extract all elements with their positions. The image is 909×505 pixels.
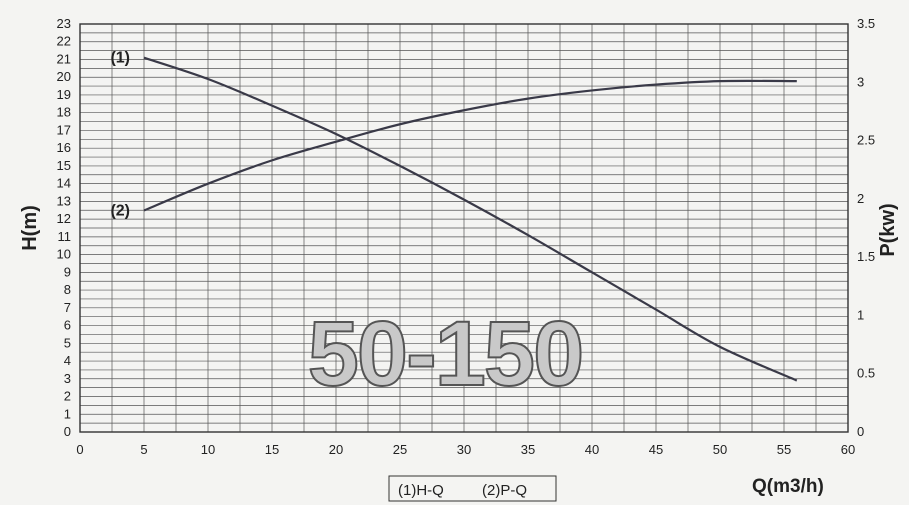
y2-tick-label: 3.5 bbox=[857, 16, 875, 31]
x-tick-label: 20 bbox=[329, 442, 343, 457]
y-tick-label: 1 bbox=[64, 406, 71, 421]
y2-tick-label: 2.5 bbox=[857, 133, 875, 148]
series-group: (1) (2) bbox=[110, 50, 798, 382]
y-tick-label: 18 bbox=[57, 105, 71, 120]
plot-frame bbox=[79, 23, 849, 433]
y-tick-label: 19 bbox=[57, 87, 71, 102]
y-tick-label: 22 bbox=[57, 34, 71, 49]
y2-axis-title: P(kw) bbox=[877, 203, 899, 256]
y-tick-label: 3 bbox=[64, 371, 71, 386]
y-tick-label: 2 bbox=[64, 389, 71, 404]
series-line-hq bbox=[143, 56, 798, 382]
legend: (1)H-Q (2)P-Q bbox=[388, 475, 557, 502]
y2-tick-label: 1.5 bbox=[857, 249, 875, 264]
x-tick-labels: 0 5 10 15 20 25 30 35 40 45 50 55 60 bbox=[76, 442, 855, 457]
x-tick-label: 55 bbox=[777, 442, 791, 457]
y-tick-label: 7 bbox=[64, 300, 71, 315]
y-tick-label: 14 bbox=[57, 176, 71, 191]
y-axis-title: H(m) bbox=[19, 205, 41, 251]
y-tick-label: 13 bbox=[57, 193, 71, 208]
x-tick-label: 30 bbox=[457, 442, 471, 457]
x-tick-label: 5 bbox=[140, 442, 147, 457]
model-watermark: 50-150 bbox=[308, 303, 582, 405]
y2-tick-label: 2 bbox=[857, 191, 864, 206]
y-tick-label: 15 bbox=[57, 158, 71, 173]
x-tick-label: 60 bbox=[841, 442, 855, 457]
y-tick-label: 21 bbox=[57, 51, 71, 66]
y-tick-label: 20 bbox=[57, 69, 71, 84]
x-tick-label: 15 bbox=[265, 442, 279, 457]
y2-tick-label: 0 bbox=[857, 424, 864, 439]
y2-tick-label: 0.5 bbox=[857, 366, 875, 381]
x-tick-label: 25 bbox=[393, 442, 407, 457]
y-tick-label: 6 bbox=[64, 318, 71, 333]
y-tick-label: 16 bbox=[57, 140, 71, 155]
y-tick-label: 5 bbox=[64, 335, 71, 350]
y-tick-label: 9 bbox=[64, 264, 71, 279]
y-tick-label: 12 bbox=[57, 211, 71, 226]
y2-tick-label: 1 bbox=[857, 307, 864, 322]
series-line-pq bbox=[143, 79, 797, 212]
x-tick-label: 0 bbox=[76, 442, 83, 457]
legend-box bbox=[388, 475, 557, 502]
y2-tick-label: 3 bbox=[857, 74, 864, 89]
curve-label-hq: (1) bbox=[110, 50, 130, 67]
y-tick-label: 4 bbox=[64, 353, 71, 368]
x-tick-label: 40 bbox=[585, 442, 599, 457]
x-tick-label: 35 bbox=[521, 442, 535, 457]
x-tick-label: 50 bbox=[713, 442, 727, 457]
x-tick-label: 10 bbox=[201, 442, 215, 457]
y-tick-label: 23 bbox=[57, 16, 71, 31]
legend-item-hq: (1)H-Q bbox=[398, 482, 444, 499]
y2-tick-labels: 0 0.5 1 1.5 2 2.5 3 3.5 bbox=[857, 16, 875, 439]
x-tick-label: 45 bbox=[649, 442, 663, 457]
curve-label-pq: (2) bbox=[110, 203, 130, 220]
y-tick-label: 17 bbox=[57, 122, 71, 137]
y-tick-label: 11 bbox=[58, 229, 72, 244]
y-tick-label: 10 bbox=[57, 247, 71, 262]
y-tick-label: 0 bbox=[64, 424, 71, 439]
legend-item-pq: (2)P-Q bbox=[482, 482, 527, 499]
y-tick-label: 8 bbox=[64, 282, 71, 297]
x-axis-title: Q(m3/h) bbox=[752, 476, 824, 497]
